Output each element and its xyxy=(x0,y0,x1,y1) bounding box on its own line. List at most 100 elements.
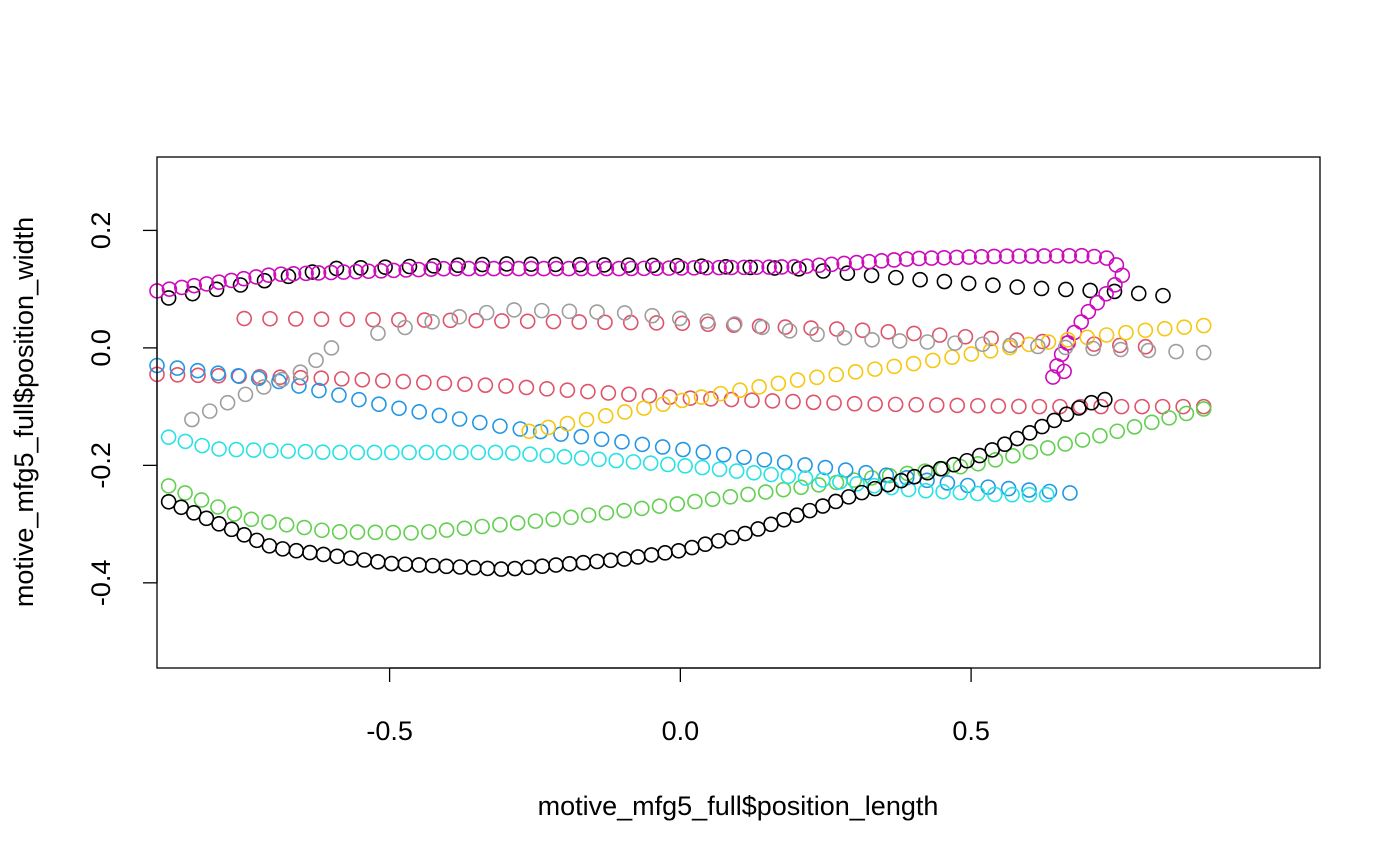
data-point xyxy=(385,262,402,279)
data-point xyxy=(580,383,596,400)
data-point xyxy=(573,450,590,466)
data-point xyxy=(675,441,691,458)
data-point xyxy=(596,257,612,273)
data-point xyxy=(805,394,822,411)
data-point xyxy=(298,265,314,282)
data-point xyxy=(539,447,556,464)
data-point xyxy=(928,397,945,413)
data-point xyxy=(1056,363,1072,380)
data-point xyxy=(763,466,779,483)
data-point xyxy=(1114,267,1131,284)
data-point xyxy=(211,274,227,290)
data-point xyxy=(260,267,277,283)
data-point xyxy=(190,367,206,384)
data-point xyxy=(539,381,555,397)
data-point xyxy=(208,281,225,298)
data-point xyxy=(944,349,960,366)
data-point xyxy=(561,303,578,320)
data-point xyxy=(410,261,427,278)
data-point xyxy=(593,431,610,448)
data-point xyxy=(873,253,890,269)
series-5 xyxy=(149,357,1078,501)
data-point xyxy=(1058,281,1074,298)
data-point xyxy=(522,446,538,463)
data-point xyxy=(398,262,414,278)
data-point xyxy=(864,331,880,348)
data-point xyxy=(313,370,330,386)
data-point xyxy=(411,404,428,420)
data-point xyxy=(711,259,727,276)
data-point xyxy=(292,364,309,380)
data-point xyxy=(189,362,206,379)
data-point xyxy=(523,260,540,277)
data-point xyxy=(351,391,367,408)
data-point xyxy=(847,364,864,380)
data-point xyxy=(1168,343,1184,360)
data-point xyxy=(911,250,927,267)
data-point xyxy=(742,259,759,276)
data-point xyxy=(573,260,590,277)
data-point xyxy=(661,260,677,276)
data-point xyxy=(451,411,468,427)
data-point xyxy=(438,558,455,575)
data-point xyxy=(786,259,802,275)
series-11 xyxy=(160,391,1113,577)
data-point xyxy=(561,556,578,572)
data-point xyxy=(403,525,419,541)
data-point xyxy=(867,396,883,412)
data-point xyxy=(1009,279,1026,295)
data-point xyxy=(655,396,671,413)
data-point xyxy=(520,559,537,576)
data-point xyxy=(697,536,714,553)
data-point xyxy=(1106,283,1123,300)
data-point xyxy=(278,516,295,533)
data-point xyxy=(457,376,473,393)
data-point xyxy=(814,472,831,488)
x-tick-label: -0.5 xyxy=(366,716,413,746)
data-point xyxy=(563,509,579,526)
data-point xyxy=(370,554,386,570)
data-point xyxy=(329,548,345,565)
data-point xyxy=(836,329,853,346)
y-axis-label: motive_mfg5_full$position_width xyxy=(9,217,39,607)
data-point xyxy=(817,459,834,476)
data-point xyxy=(504,445,521,461)
data-point xyxy=(737,525,753,542)
data-point xyxy=(990,398,1007,414)
data-point xyxy=(728,463,745,479)
data-point xyxy=(160,478,177,494)
data-point xyxy=(492,516,508,533)
data-point xyxy=(578,411,595,428)
series-7 xyxy=(149,247,1131,385)
data-point xyxy=(751,379,767,395)
data-point xyxy=(451,308,468,325)
data-point xyxy=(828,366,845,383)
data-point xyxy=(1022,444,1039,460)
data-point xyxy=(682,390,699,406)
data-point xyxy=(1113,398,1130,415)
data-point xyxy=(1074,432,1091,448)
data-point xyxy=(1137,338,1154,355)
data-point xyxy=(625,454,642,470)
data-point xyxy=(643,547,660,563)
data-point xyxy=(506,302,522,318)
data-point xyxy=(160,429,177,445)
data-point xyxy=(846,395,863,412)
data-point xyxy=(616,551,633,567)
data-point xyxy=(1011,248,1027,264)
data-point xyxy=(810,477,827,493)
data-point xyxy=(1082,282,1098,299)
data-point xyxy=(262,310,278,327)
data-point xyxy=(335,264,352,280)
data-point xyxy=(271,373,287,390)
data-point xyxy=(452,559,468,575)
data-point xyxy=(431,407,448,424)
data-point xyxy=(785,393,801,410)
data-point xyxy=(1109,423,1126,440)
data-point xyxy=(1021,425,1038,441)
data-point xyxy=(960,275,977,292)
data-point xyxy=(236,310,253,327)
data-point xyxy=(832,474,848,490)
data-point xyxy=(186,505,202,521)
